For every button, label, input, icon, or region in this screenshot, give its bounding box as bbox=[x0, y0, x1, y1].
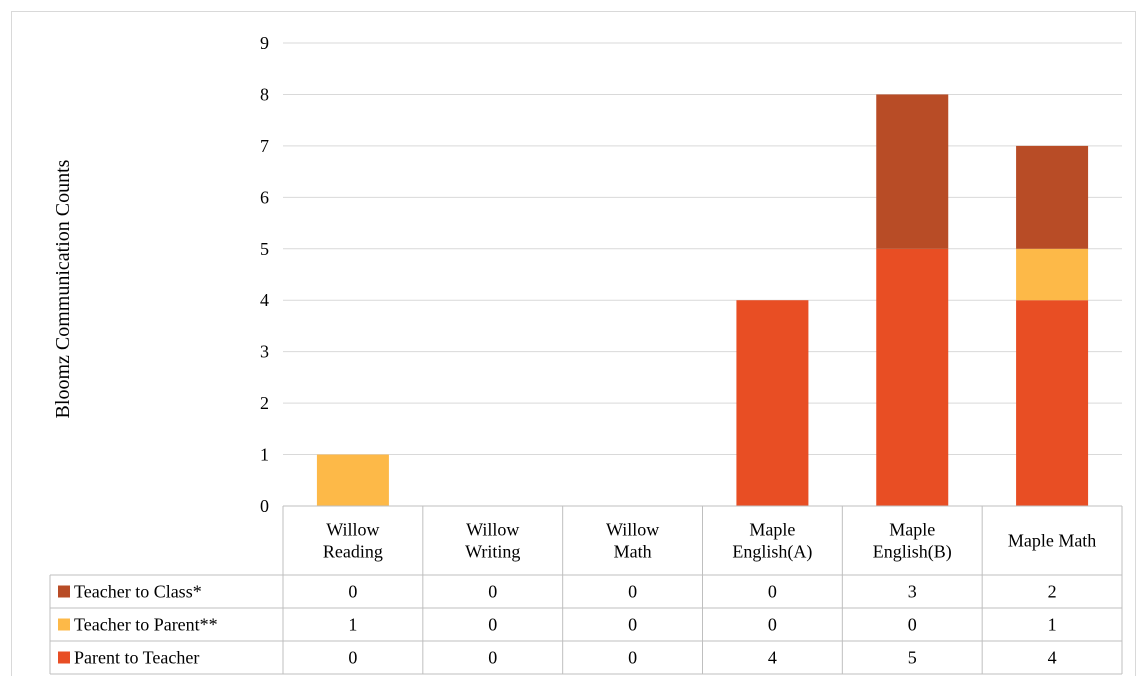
bar-segment bbox=[316, 454, 389, 506]
table-value: 0 bbox=[348, 648, 357, 668]
data-table: Willow Reading Willow Writing Willow Math Mapl… bbox=[49, 505, 1123, 675]
table-value: 0 bbox=[768, 582, 777, 602]
y-tick-label: 8 bbox=[260, 84, 269, 104]
y-axis-label: Bloomz Communication Counts bbox=[52, 159, 74, 418]
table-value: 0 bbox=[348, 582, 357, 602]
table-value: 0 bbox=[628, 648, 637, 668]
table-value: 0 bbox=[908, 615, 917, 635]
x-category-label: Willow Reading bbox=[323, 520, 383, 562]
y-tick-label: 7 bbox=[260, 136, 269, 156]
table-value: 1 bbox=[1048, 615, 1057, 635]
legend-series-name: Teacher to Parent** bbox=[74, 615, 218, 635]
table-value: 1 bbox=[348, 615, 357, 635]
gridlines bbox=[283, 42, 1122, 507]
x-category-label: Willow Writing bbox=[465, 520, 520, 562]
bar-segment bbox=[1016, 248, 1089, 301]
x-category-label: Maple English(B) bbox=[873, 520, 952, 563]
table-value: 0 bbox=[628, 615, 637, 635]
y-axis-ticks: 0 1 2 3 4 5 6 7 8 9 bbox=[260, 33, 269, 516]
bar-segment bbox=[1016, 145, 1089, 249]
bar-segment bbox=[1016, 300, 1089, 506]
y-tick-label: 5 bbox=[260, 239, 269, 259]
y-tick-label: 9 bbox=[260, 33, 269, 53]
table-value: 0 bbox=[628, 582, 637, 602]
x-category-label: Maple English(A) bbox=[732, 520, 812, 563]
legend-swatch bbox=[58, 651, 70, 664]
legend-swatch bbox=[58, 618, 70, 631]
y-tick-label: 1 bbox=[260, 445, 269, 465]
table-value: 0 bbox=[488, 615, 497, 635]
y-tick-label: 6 bbox=[260, 187, 269, 207]
table-value: 3 bbox=[908, 582, 917, 602]
bar-segment bbox=[876, 94, 949, 249]
table-value: 5 bbox=[908, 648, 917, 668]
y-tick-label: 2 bbox=[260, 393, 269, 413]
y-tick-label: 0 bbox=[260, 496, 269, 516]
x-category-label: Maple Math bbox=[1008, 531, 1096, 551]
legend-series-name: Teacher to Class* bbox=[74, 582, 202, 602]
chart-frame bbox=[11, 11, 1136, 676]
table-value: 0 bbox=[768, 615, 777, 635]
bar-segment bbox=[736, 300, 809, 506]
table-value: 2 bbox=[1048, 582, 1057, 602]
y-tick-label: 3 bbox=[260, 342, 269, 362]
y-tick-label: 4 bbox=[260, 290, 269, 310]
table-value: 4 bbox=[768, 648, 777, 668]
bars bbox=[316, 94, 1089, 506]
x-category-label: Willow Math bbox=[606, 520, 659, 562]
legend-series-name: Parent to Teacher bbox=[74, 648, 199, 668]
legend-swatch bbox=[58, 585, 70, 598]
table-value: 0 bbox=[488, 648, 497, 668]
bar-segment bbox=[876, 248, 949, 506]
table-value: 4 bbox=[1048, 648, 1057, 668]
table-value: 0 bbox=[488, 582, 497, 602]
